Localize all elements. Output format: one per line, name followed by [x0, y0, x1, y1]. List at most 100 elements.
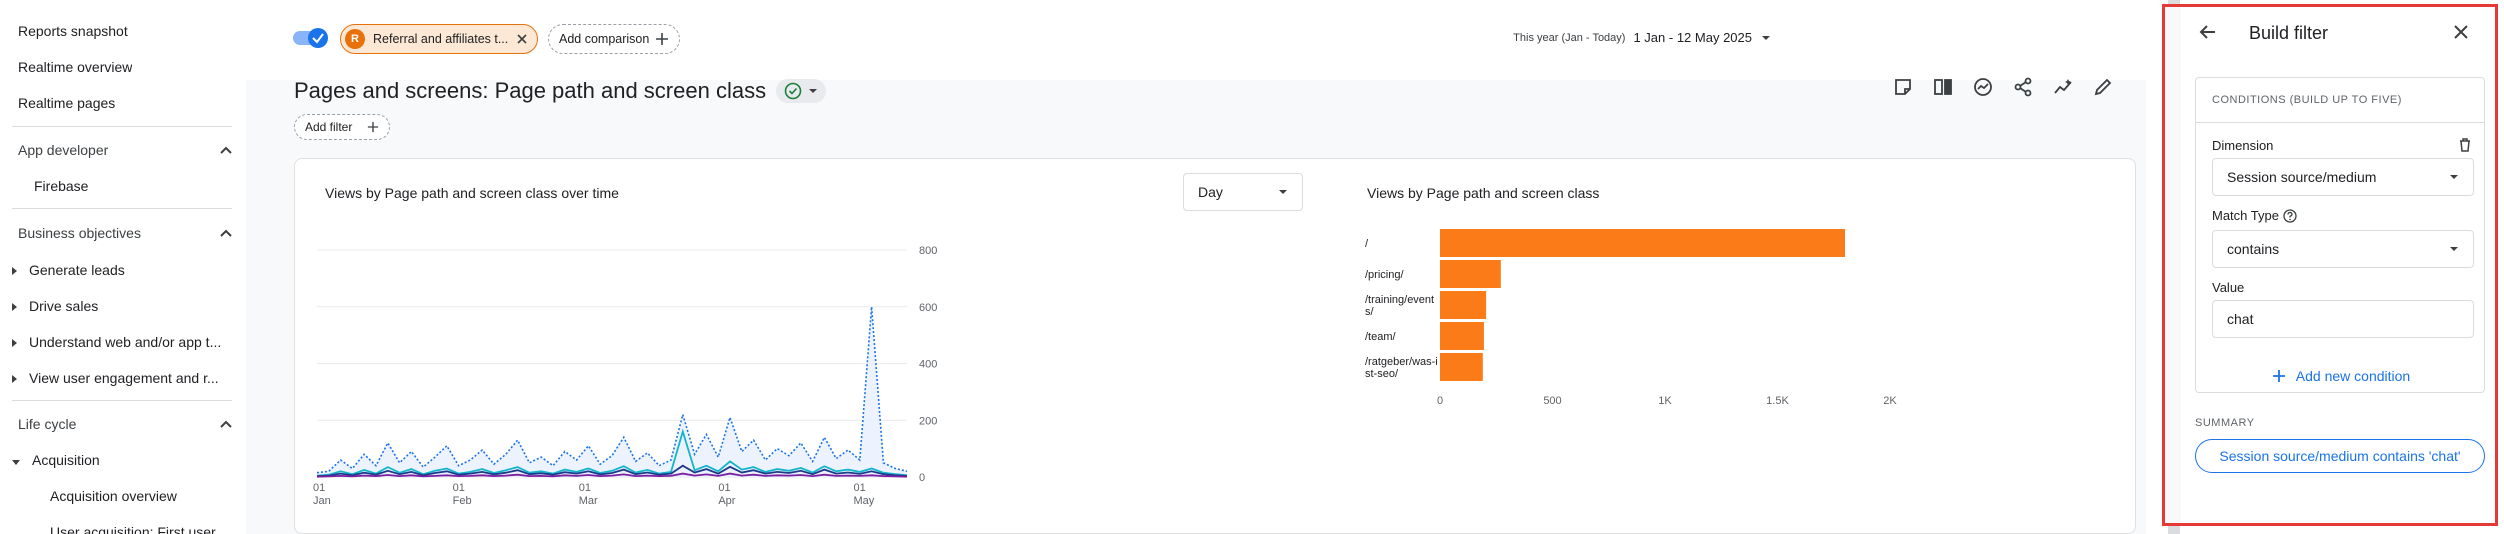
sidebar-section-business-objectives[interactable]: Business objectives	[18, 225, 233, 241]
series-line	[316, 472, 908, 478]
y-tick-label: 0	[919, 472, 925, 484]
page-title: Pages and screens: Page path and screen …	[294, 78, 827, 104]
conditions-heading: CONDITIONS (BUILD UP TO FIVE)	[2212, 94, 2402, 106]
build-filter-body: Build filter CONDITIONS (BUILD UP TO FIV…	[2181, 7, 2495, 523]
line-chart-title: Views by Page path and screen class over…	[325, 185, 619, 201]
sidebar-item-reports-snapshot[interactable]: Reports snapshot	[18, 23, 128, 39]
dimension-value: Session source/medium	[2227, 169, 2377, 185]
add-condition-button[interactable]: Add new condition	[2196, 368, 2486, 384]
date-range-value: 1 Jan - 12 May 2025	[1633, 30, 1752, 45]
match-type-label: Match Type	[2212, 208, 2279, 223]
sidebar-item-realtime-pages[interactable]: Realtime pages	[18, 95, 116, 111]
caret-right-icon	[12, 267, 17, 275]
dimension-select[interactable]: Session source/medium	[2212, 158, 2474, 196]
delete-icon[interactable]	[2458, 137, 2472, 153]
item-label: Understand web and/or app t...	[29, 334, 222, 350]
sidebar-item-view-engagement[interactable]: View user engagement and r...	[12, 370, 238, 386]
chevron-down-icon	[1762, 35, 1770, 40]
sidebar-section-app-developer[interactable]: App developer	[18, 142, 233, 158]
sidebar-item-acquisition[interactable]: Acquisition	[12, 452, 100, 468]
category-label: /	[1365, 238, 1369, 250]
report-toolbar	[1892, 76, 2114, 98]
sidebar-item-drive-sales[interactable]: Drive sales	[12, 298, 98, 314]
x-tick-label: Apr	[718, 495, 735, 507]
dimension-label: Dimension	[2212, 138, 2274, 153]
close-icon[interactable]	[515, 32, 529, 46]
x-tick-label: 01	[853, 482, 865, 494]
sidebar-item-acquisition-overview[interactable]: Acquisition overview	[50, 488, 177, 504]
x-tick-label: 0	[1437, 395, 1443, 407]
bar-chart-title: Views by Page path and screen class	[1367, 185, 1600, 201]
bar	[1440, 260, 1501, 288]
conditions-card: CONDITIONS (BUILD UP TO FIVE) Dimension …	[2195, 77, 2485, 393]
build-filter-panel: Build filter CONDITIONS (BUILD UP TO FIV…	[2162, 4, 2498, 526]
share-icon[interactable]	[2012, 76, 2034, 98]
x-tick-label: Mar	[579, 495, 598, 507]
caret-right-icon	[12, 303, 17, 311]
panel-title: Build filter	[2249, 23, 2329, 43]
close-icon[interactable]	[2451, 22, 2471, 42]
x-tick-label: 01	[313, 482, 325, 494]
caret-right-icon	[12, 339, 17, 347]
granularity-select[interactable]: Day	[1183, 173, 1303, 211]
top-bar: R Referral and affiliates t... Add compa…	[246, 0, 2146, 80]
x-tick-label: 01	[579, 482, 591, 494]
status-dropdown[interactable]	[776, 79, 827, 103]
sidebar-item-user-acquisition[interactable]: User acquisition: First user...	[50, 524, 227, 534]
value-input-text: chat	[2227, 311, 2254, 327]
help-icon[interactable]	[2283, 208, 2297, 223]
x-tick-label: 1.5K	[1766, 395, 1789, 407]
sidebar-item-realtime-overview[interactable]: Realtime overview	[18, 59, 133, 75]
note-icon[interactable]	[1892, 76, 1914, 98]
segment-chip[interactable]: R Referral and affiliates t...	[340, 24, 538, 54]
bar	[1440, 322, 1484, 350]
sidebar-item-generate-leads[interactable]: Generate leads	[12, 262, 125, 278]
sidebar-section-life-cycle[interactable]: Life cycle	[18, 416, 233, 432]
x-tick-label: 01	[718, 482, 730, 494]
edit-pencil-icon[interactable]	[2092, 76, 2114, 98]
summary-label: SUMMARY	[2195, 417, 2255, 429]
comparison-toggle[interactable]	[292, 26, 330, 50]
summary-chip[interactable]: Session source/medium contains 'chat'	[2195, 439, 2485, 473]
chevron-down-icon	[2450, 175, 2458, 179]
back-arrow-icon[interactable]	[2197, 21, 2219, 43]
series-line	[316, 306, 908, 474]
x-tick-label: Feb	[453, 495, 472, 507]
trend-sparkle-icon[interactable]	[2052, 76, 2074, 98]
chevron-up-icon	[220, 229, 232, 237]
sidebar-item-understand-web[interactable]: Understand web and/or app t...	[12, 334, 238, 350]
chevron-down-icon	[809, 89, 818, 93]
date-range-picker[interactable]: This year (Jan - Today) 1 Jan - 12 May 2…	[1513, 30, 1772, 45]
sidebar-divider	[12, 208, 232, 209]
x-tick-label: 500	[1543, 395, 1561, 407]
series-line	[316, 464, 908, 477]
add-comparison-button[interactable]: Add comparison	[548, 24, 680, 54]
conditions-divider	[2196, 122, 2484, 123]
value-input[interactable]: chat	[2212, 300, 2474, 338]
category-label: /ratgeber/was-i	[1365, 356, 1438, 368]
category-label: s/	[1365, 306, 1375, 318]
match-type-select[interactable]: contains	[2212, 230, 2474, 268]
plus-icon	[2272, 370, 2285, 382]
insights-icon[interactable]	[1972, 76, 1994, 98]
plus-icon	[656, 33, 668, 45]
sidebar: Reports snapshot Realtime overview Realt…	[0, 0, 246, 534]
category-label: /training/event	[1365, 294, 1434, 306]
y-tick-label: 800	[919, 245, 937, 257]
sidebar-item-firebase[interactable]: Firebase	[34, 178, 89, 194]
chevron-up-icon	[220, 420, 232, 428]
plus-icon	[367, 121, 379, 133]
segment-avatar: R	[345, 29, 365, 49]
chevron-up-icon	[220, 146, 232, 154]
x-tick-label: Jan	[313, 495, 331, 507]
series-area	[317, 306, 907, 477]
x-tick-label: May	[853, 495, 874, 507]
chevron-down-icon	[2450, 247, 2458, 251]
main-content: R Referral and affiliates t... Add compa…	[246, 0, 2146, 534]
add-filter-button[interactable]: Add filter	[294, 114, 390, 140]
date-range-preset: This year (Jan - Today)	[1513, 31, 1626, 44]
compare-columns-icon[interactable]	[1932, 76, 1954, 98]
section-label: Life cycle	[18, 416, 77, 432]
